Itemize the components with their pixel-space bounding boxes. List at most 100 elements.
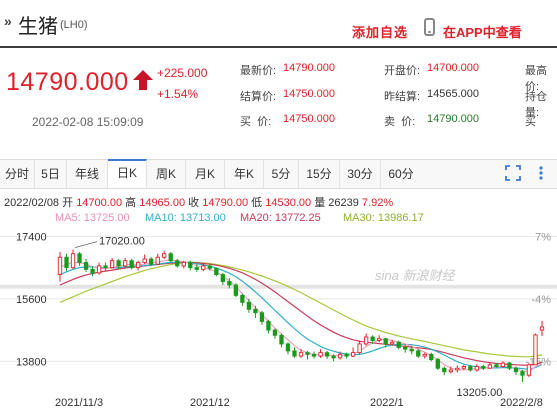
candle-body (83, 261, 89, 270)
field-label-bid-vol: 买 (525, 116, 536, 128)
kline-chart[interactable]: 17400 7% 15600 -4% 13800 -15% sina 新浪财经 17020.0… (0, 226, 557, 408)
candle-body (77, 253, 82, 263)
tab-5min[interactable]: 5分 (264, 160, 299, 188)
candle-body (285, 343, 291, 352)
tab-15min[interactable]: 15分 (299, 160, 340, 188)
candle-body (149, 258, 154, 265)
candle-body (142, 258, 147, 263)
candle-body (435, 359, 440, 369)
up-arrow-icon (133, 70, 153, 80)
ma20-value: MA20: 13772.25 (240, 212, 321, 224)
candle-body (96, 265, 102, 274)
phone-icon (424, 18, 435, 36)
candle-body (116, 260, 121, 267)
info-close: 14790.00 (202, 197, 249, 209)
field-label-ask: 卖 价: (384, 116, 416, 128)
candle-body (122, 260, 128, 267)
candle-body (136, 261, 141, 269)
tab-monthly-k[interactable]: 月K (186, 160, 225, 188)
current-price: 14790.000 (6, 68, 129, 96)
add-favorite-button[interactable]: 添加自选 (352, 25, 409, 40)
x-tick-label: 2021/11/3 (55, 397, 103, 408)
candle-body (246, 301, 252, 310)
fullscreen-icon[interactable] (505, 165, 521, 181)
tab-intraday[interactable]: 分时 (0, 160, 35, 188)
info-high: 14965.00 (139, 197, 186, 209)
candle-body (409, 348, 414, 352)
candle-body (90, 268, 95, 274)
candle-body (416, 350, 421, 357)
candle-body (390, 341, 395, 345)
tab-60min[interactable]: 60分 (388, 167, 414, 181)
candle-body (370, 336, 375, 341)
right-tick-label: -15% (525, 356, 551, 368)
candle-body (487, 364, 493, 369)
candle-body (305, 352, 310, 355)
field-label-settle: 结算价: (240, 91, 277, 103)
candle-body (474, 366, 480, 371)
candle-body (455, 367, 460, 371)
price-change-pct: +1.54% (157, 87, 199, 101)
tab-daily-k[interactable]: 日K (108, 159, 147, 188)
field-label-high: 最高价: (525, 65, 547, 93)
candle-body (442, 367, 447, 373)
candle-body (253, 308, 258, 314)
up-arrow-stem (139, 80, 147, 90)
candle-body (494, 364, 499, 367)
ma30-line (59, 261, 543, 358)
candle-body (448, 369, 453, 373)
high-annotation: 17020.00 (99, 236, 145, 248)
tab-weekly-k[interactable]: 周K (147, 160, 186, 188)
page-header (0, 0, 557, 48)
candle-body (214, 267, 219, 276)
candle-body (500, 362, 506, 367)
candle-body (324, 352, 330, 357)
candle-body (318, 352, 323, 357)
info-close-label: 收 (188, 197, 200, 209)
more-icon[interactable] (534, 165, 548, 181)
candle-body (383, 338, 388, 345)
candle-body (266, 320, 271, 331)
symbol-code: (LH0) (60, 19, 88, 31)
tab-year-line[interactable]: 年线 (67, 160, 108, 188)
info-low-label: 低 (251, 197, 263, 209)
timestamp: 2022-02-08 15:09:09 (32, 115, 144, 129)
candle-body (64, 256, 69, 269)
candle-body (377, 338, 382, 341)
candle-body (57, 256, 63, 276)
candle-body (70, 253, 76, 269)
candle-body (357, 343, 362, 354)
ma5-value: MA5: 13725.00 (55, 212, 130, 224)
field-value-open: 14700.000 (427, 62, 479, 74)
candle-body (429, 353, 434, 361)
tab-30min[interactable]: 30分 (340, 160, 381, 188)
field-label-prev-settle: 昨结算: (384, 91, 421, 103)
field-value-bid: 14750.000 (283, 113, 335, 125)
tab-5day[interactable]: 5日 (35, 160, 67, 188)
tab-yearly-k[interactable]: 年K (225, 160, 264, 188)
field-label-open: 开盘价: (384, 65, 421, 77)
x-tick-label: 2021/12 (190, 397, 230, 408)
candle-body (422, 353, 427, 357)
ma10-value: MA10: 13713.00 (145, 212, 226, 224)
field-value-prev-settle: 14565.000 (427, 88, 479, 100)
right-tick-label: 7% (535, 231, 551, 243)
info-vol: 26239 (328, 197, 359, 209)
info-low: 14530.00 (265, 197, 312, 209)
info-open-label: 开 (62, 197, 74, 209)
view-in-app-link[interactable]: 在APP中查看 (443, 25, 522, 40)
price-change: +225.000 (157, 66, 208, 80)
candle-body (103, 265, 108, 269)
candle-body (201, 265, 206, 270)
ohlc-info: 2022/02/08 开 14700.00 高 14965.00 收 14790… (4, 194, 393, 210)
candle-body (337, 353, 343, 359)
candle-body (162, 253, 167, 258)
ma10-line (59, 261, 543, 370)
candle-body (155, 256, 160, 265)
candle-body (227, 281, 232, 286)
period-tabs: 分时 5日 年线 日K 周K 月K 年K 5分 15分 30分 60分 (0, 159, 557, 189)
y-tick-label: 13800 (16, 356, 47, 368)
ma30-value: MA30: 13986.17 (343, 212, 424, 224)
candle-body (363, 336, 369, 345)
candle-body (396, 341, 401, 348)
